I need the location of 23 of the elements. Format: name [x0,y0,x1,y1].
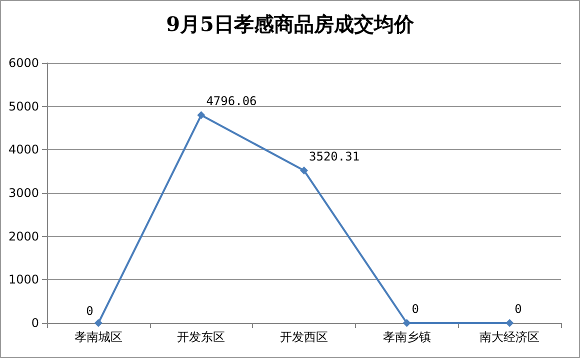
y-tick-label: 2000 [8,229,39,244]
y-tick-label: 3000 [8,186,39,200]
data-label: 4796.06 [206,94,257,108]
y-tick-label: 0 [31,316,39,330]
y-tick-label: 5000 [8,99,39,114]
x-tick-label: 孝南城区 [74,330,122,344]
data-label: 0 [514,302,522,316]
y-tick-label: 1000 [8,272,39,287]
y-tick-label: 6000 [8,56,39,70]
point [402,319,411,327]
chart-title: 9月5日孝感商品房成交均价 [166,12,415,36]
x-tick-label: 孝南乡镇 [382,330,431,344]
x-tick-label: 开发西区 [280,330,328,344]
data-label: 0 [86,304,94,318]
x-tick-label: 开发东区 [177,330,226,344]
x-tick-label: 南大经济区 [480,330,540,344]
point [94,319,102,327]
y-tick-label: 4000 [8,142,39,157]
data-label: 0 [412,302,420,316]
point [506,319,514,327]
point [300,166,308,174]
point [197,111,206,120]
data-label: 3520.31 [309,149,360,164]
